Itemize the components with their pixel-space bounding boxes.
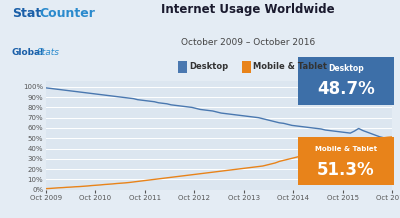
Text: Global: Global — [12, 48, 44, 57]
Text: 48.7%: 48.7% — [317, 80, 375, 98]
Text: Internet Usage Worldwide: Internet Usage Worldwide — [161, 3, 335, 16]
Text: Mobile & Tablet: Mobile & Tablet — [315, 146, 377, 152]
Text: Desktop: Desktop — [328, 64, 364, 73]
Text: Counter: Counter — [39, 7, 95, 20]
Text: Stat: Stat — [12, 7, 41, 20]
Text: Mobile & Tablet: Mobile & Tablet — [253, 62, 327, 71]
Text: Desktop: Desktop — [189, 62, 228, 71]
Text: Stats: Stats — [37, 48, 60, 57]
Text: October 2009 – October 2016: October 2009 – October 2016 — [181, 38, 315, 47]
Text: 51.3%: 51.3% — [317, 161, 375, 179]
